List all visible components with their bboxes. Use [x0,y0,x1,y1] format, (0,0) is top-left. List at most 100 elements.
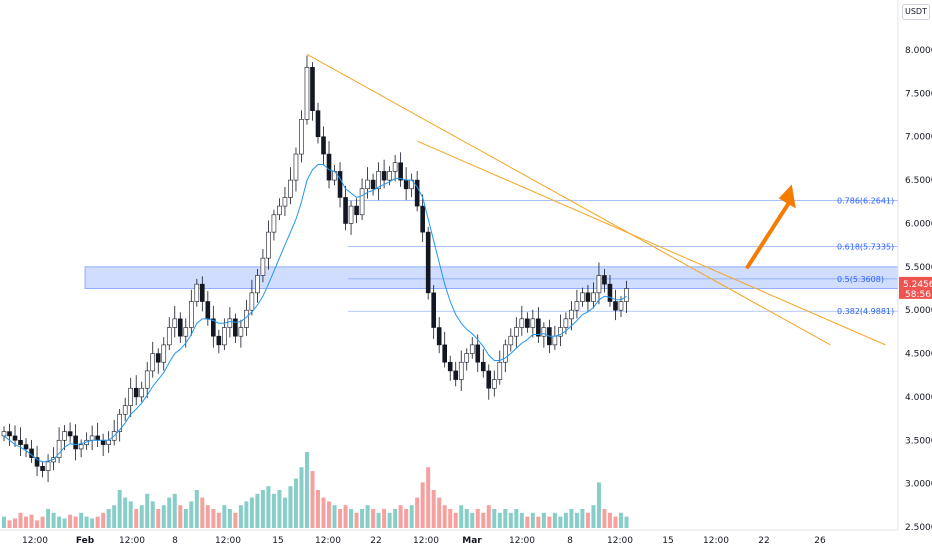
candle-body [514,327,519,337]
candle-body [381,171,387,181]
volume-bar [299,467,304,528]
time-tick-label: 12:00 [509,536,535,546]
volume-bar [194,490,199,528]
trendline[interactable] [306,53,831,346]
candle-body [122,405,128,415]
volume-bar [117,490,122,528]
price-tick-label: 4.5000 [905,350,932,360]
current-price-value: 5.2456 [903,280,932,290]
candle-body [326,153,332,181]
candle-body [34,457,40,467]
volume-bar [172,493,177,528]
candle-body [420,205,425,233]
volume-bar [106,509,111,528]
candle-body [139,387,145,398]
volume-bar [365,505,370,528]
time-tick-label: 22 [370,536,381,546]
volume-bar [360,509,365,528]
volume-bar [90,518,95,528]
volume-bar [387,512,392,528]
time-axis[interactable]: 12:00 Feb 12:00 8 12:00 15 12:00 22 12:00 Mar 12:0… [22,536,826,546]
volume-bar [580,509,585,528]
price-tick-label: 2.5000 [905,523,932,533]
candle-body [12,435,18,441]
price-tick-label: 6.5000 [905,176,932,186]
arrow-shaft[interactable] [745,196,794,269]
volume-bar [46,509,51,528]
volume-bar [354,512,359,528]
candle-body [249,292,255,311]
volume-bar [481,512,486,528]
candle-body [376,171,381,190]
volume-bar [585,512,590,528]
resistance-zone [84,266,899,289]
candle-body [62,431,67,441]
volume-bar [437,497,442,528]
volume-bar [57,516,62,528]
candle-body [7,431,12,437]
candle-body [431,292,436,328]
volume-bar [24,516,29,528]
volume-bar [260,490,265,528]
time-tick-label: 12:00 [215,536,241,546]
candle-body [574,301,580,311]
volume-bar [519,512,524,528]
candle-body [255,275,260,294]
candle-body [299,119,304,155]
candle-body [337,171,343,198]
candle-body [607,283,613,302]
candle-body [414,179,420,207]
candle-body [282,197,288,207]
candle-body [155,353,161,363]
candle-body [315,110,321,138]
price-tick-label: 3.5000 [905,436,932,446]
price-axis[interactable]: 8.0000 7.5000 7.0000 6.5000 6.0000 5.5000 5.00… [905,46,932,533]
candle-body [128,387,134,406]
candle-body [591,292,596,302]
candle-body [403,179,409,190]
candle-body [519,318,525,328]
moving-average-line [3,164,627,463]
price-tick-label: 7.0000 [905,133,932,143]
candle-body [624,288,629,302]
candle-body [211,318,216,337]
candle-body [200,283,205,302]
time-tick-label: 15 [662,536,673,546]
volume-bar [349,509,354,528]
volume-bar [415,497,420,528]
volume-bar [558,516,563,528]
currency-badge[interactable]: USDT [902,4,930,20]
volume-bar [293,478,298,528]
trendlines[interactable] [306,53,886,346]
price-tick-label: 6.0000 [905,219,932,229]
candle-body [530,318,536,328]
volume-bar [101,512,106,528]
volume-bar [200,497,205,528]
candle-body [536,318,541,337]
volume-bar [211,509,216,528]
time-tick-label: 12:00 [703,536,729,546]
candle-body [293,153,299,181]
volume-bar [315,490,321,528]
volume-bar [216,512,221,528]
volume-bar [167,497,172,528]
volume-bar [304,452,309,528]
projection-arrow[interactable] [745,184,796,269]
volume-bar [35,520,40,528]
arrow-head[interactable] [778,184,796,209]
candle-body [188,301,194,328]
trendline[interactable] [416,140,886,346]
time-tick-label: 12:00 [607,536,633,546]
candle-body [133,387,139,398]
fib-level-label: 0.382(4.9881) [837,307,894,316]
volume-bar [464,509,469,528]
volume-bar [156,509,161,528]
candle-body [67,431,73,437]
candle-body [469,344,475,354]
candle-body [596,275,602,294]
time-tick-label: 12:00 [22,536,48,546]
candle-body [95,435,100,441]
volume-bar [343,505,348,528]
candle-body [458,361,464,380]
